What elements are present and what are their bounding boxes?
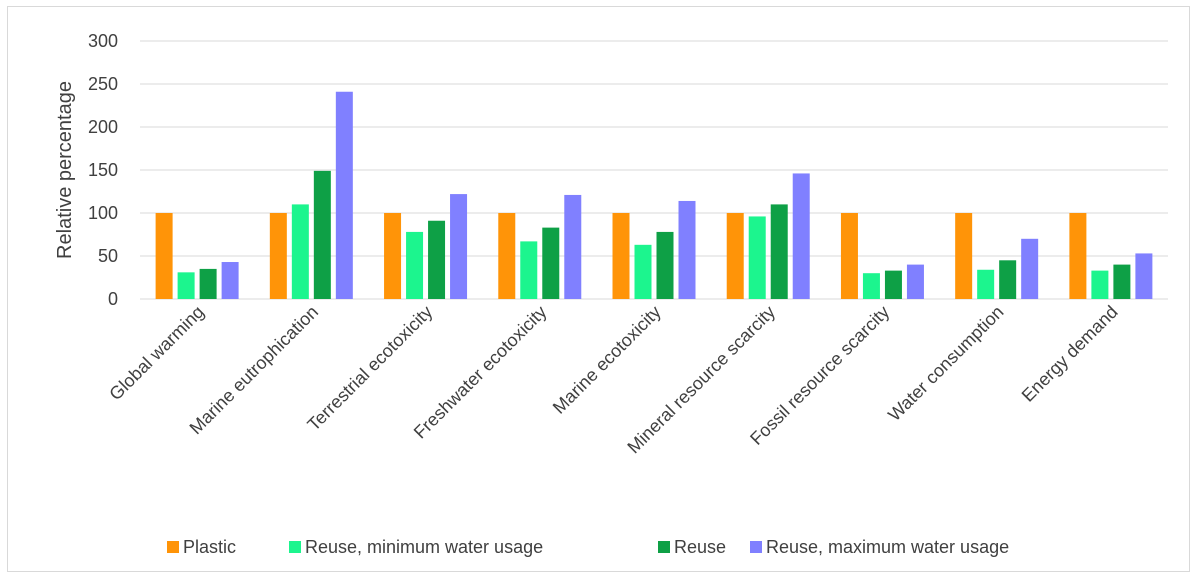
bar bbox=[1069, 213, 1087, 299]
bar bbox=[291, 204, 309, 299]
x-tick-label: Terrestrial ecotoxicity bbox=[303, 302, 436, 435]
bar bbox=[840, 213, 858, 299]
bar bbox=[999, 260, 1017, 299]
legend: Plastic Reuse, minimum water usage Reuse Re… bbox=[167, 537, 1009, 557]
y-tick-label: 150 bbox=[88, 160, 118, 180]
x-tick-label: Marine ecotoxicity bbox=[549, 302, 665, 418]
bar bbox=[770, 204, 788, 299]
bar bbox=[792, 173, 810, 299]
legend-swatch bbox=[750, 541, 762, 553]
legend-label: Reuse bbox=[674, 537, 726, 557]
y-tick-label: 100 bbox=[88, 203, 118, 223]
bar bbox=[862, 273, 880, 299]
bar bbox=[428, 220, 446, 299]
bar bbox=[906, 264, 924, 299]
legend-label: Reuse, maximum water usage bbox=[766, 537, 1009, 557]
x-tick-label: Global warming bbox=[105, 302, 208, 405]
y-axis-title: Relative percentage bbox=[54, 81, 76, 259]
bar bbox=[520, 241, 538, 299]
x-tick-label: Marine eutrophication bbox=[186, 302, 323, 439]
bar bbox=[450, 194, 468, 299]
x-tick-label: Energy demand bbox=[1018, 302, 1122, 406]
legend-label: Reuse, minimum water usage bbox=[305, 537, 543, 557]
bar bbox=[542, 227, 560, 299]
bar bbox=[177, 272, 195, 299]
bar bbox=[1135, 253, 1153, 299]
bar bbox=[977, 269, 995, 299]
bar bbox=[656, 231, 674, 299]
bars bbox=[155, 91, 1153, 300]
bar bbox=[313, 170, 331, 299]
bar bbox=[1021, 238, 1039, 299]
x-tick-label: Water consumption bbox=[884, 302, 1007, 425]
bar bbox=[221, 262, 239, 299]
y-tick-label: 0 bbox=[108, 289, 118, 309]
y-tick-label: 250 bbox=[88, 74, 118, 94]
y-tick-label: 50 bbox=[98, 246, 118, 266]
bar bbox=[634, 244, 652, 299]
bar bbox=[726, 213, 744, 299]
bar bbox=[955, 213, 973, 299]
bar bbox=[384, 213, 402, 299]
y-axis-ticks: 0 50 100 150 200 250 300 bbox=[88, 31, 118, 309]
x-tick-label: Freshwater ecotoxicity bbox=[410, 302, 551, 443]
gridlines bbox=[140, 40, 1168, 300]
legend-swatch bbox=[658, 541, 670, 553]
bar bbox=[1091, 270, 1109, 299]
bar bbox=[884, 270, 902, 299]
bar bbox=[678, 200, 696, 299]
bar bbox=[269, 213, 287, 299]
legend-swatch bbox=[289, 541, 301, 553]
bar bbox=[612, 213, 630, 299]
bar bbox=[199, 268, 217, 299]
legend-label: Plastic bbox=[183, 537, 236, 557]
bar bbox=[335, 91, 353, 300]
bar bbox=[748, 216, 766, 299]
legend-swatch bbox=[167, 541, 179, 553]
y-tick-label: 200 bbox=[88, 117, 118, 137]
bar bbox=[406, 231, 424, 299]
y-tick-label: 300 bbox=[88, 31, 118, 51]
bar bbox=[155, 213, 173, 299]
bar bbox=[564, 194, 582, 299]
bar bbox=[498, 213, 516, 299]
bar bbox=[1113, 264, 1131, 299]
